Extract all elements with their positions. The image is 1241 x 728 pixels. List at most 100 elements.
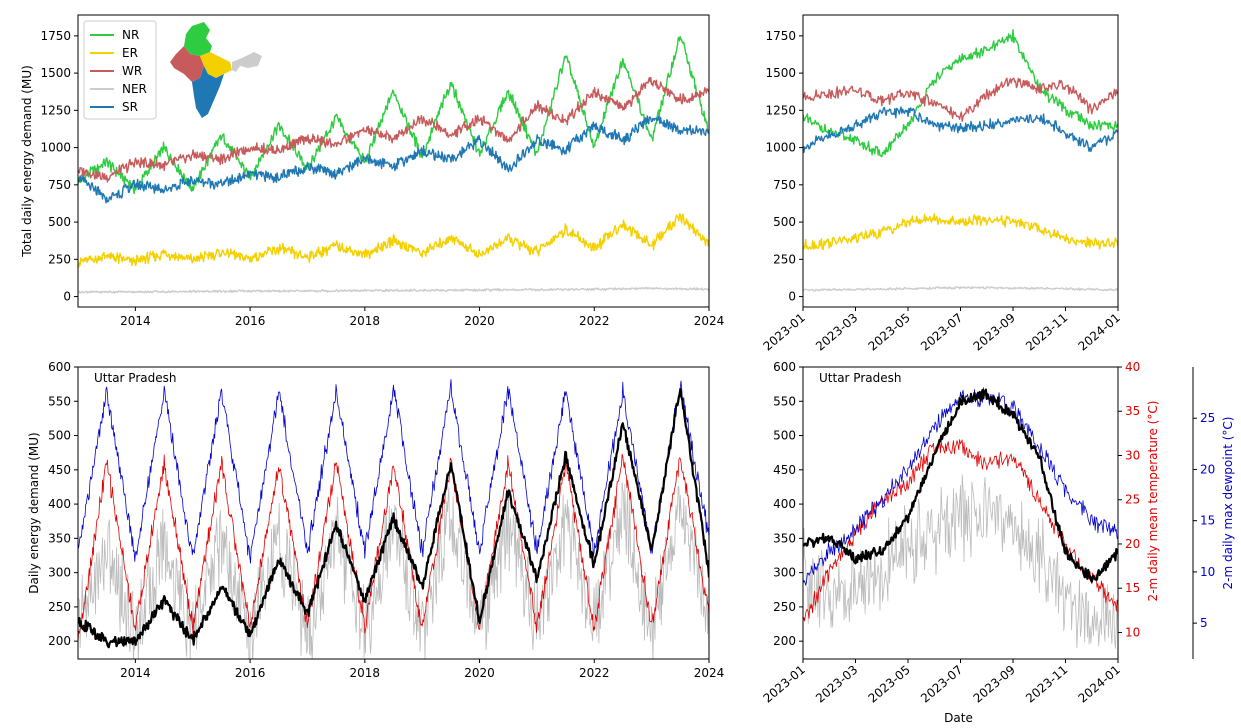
- y-tick-label: 0: [63, 290, 71, 304]
- series-line-series-2: [803, 387, 1118, 586]
- series-line-series-2: [78, 379, 709, 564]
- y3-tick-label: 5: [1200, 616, 1208, 630]
- map-region-wr: [170, 46, 204, 82]
- plot-area: [803, 29, 1118, 292]
- x-tick-label: 2023-07: [918, 663, 965, 706]
- series-line-series-3: [78, 388, 709, 649]
- y-tick-label: 1750: [765, 29, 796, 43]
- series-line-series-0: [78, 482, 709, 659]
- map-region-ner: [232, 52, 262, 72]
- region-annotation: Uttar Pradesh: [819, 371, 901, 385]
- x-tick-label: 2023-01: [761, 663, 808, 706]
- y-tick-label: 1000: [40, 141, 71, 155]
- x-tick-label: 2024-01: [1076, 663, 1123, 706]
- y-tick-label: 1500: [40, 66, 71, 80]
- y-tick-label: 0: [788, 290, 796, 304]
- legend-label-er: ER: [122, 46, 138, 60]
- plot-area: [803, 387, 1118, 649]
- series-line-sr: [78, 115, 709, 204]
- x-tick-label: 2020: [464, 666, 495, 680]
- x-tick-label: 2022: [579, 666, 610, 680]
- y-tick-label: 750: [773, 178, 796, 192]
- y-tick-label: 350: [773, 531, 796, 545]
- panel-bottom_left: 200 250 300 350 400 450 500 550 600 2014 2016 2018 2…: [27, 360, 724, 680]
- y-tick-label: 250: [773, 600, 796, 614]
- series-line-series-3: [803, 388, 1118, 583]
- y2-tick-label: 35: [1125, 404, 1140, 418]
- india-map-icon: [170, 22, 262, 118]
- series-line-ner: [78, 286, 709, 294]
- y-tick-label: 300: [48, 566, 71, 580]
- axes-frame: [77, 14, 710, 308]
- series-line-series-0: [803, 474, 1118, 649]
- series-line-wr: [78, 76, 709, 183]
- x-tick-label: 2023-03: [813, 311, 860, 354]
- region-annotation: Uttar Pradesh: [94, 371, 176, 385]
- x-tick-label: 2016: [235, 314, 266, 328]
- x-tick-label: 2024: [694, 666, 725, 680]
- x-tick-label: 2023-09: [971, 311, 1018, 354]
- y-tick-label: 1250: [765, 103, 796, 117]
- x-tick-label: 2023-03: [813, 663, 860, 706]
- plot-area: [78, 36, 709, 294]
- y-tick-label: 250: [773, 252, 796, 266]
- y-tick-label: 250: [48, 252, 71, 266]
- series-line-er: [78, 213, 709, 268]
- plot-area: [78, 379, 709, 659]
- y-axis-label: Total daily energy demand (MU): [20, 65, 34, 258]
- y2-tick-label: 20: [1125, 537, 1140, 551]
- legend-label-ner: NER: [122, 82, 147, 96]
- y-tick-label: 500: [773, 215, 796, 229]
- y2-axis-label: 2-m daily mean temperature (°C): [1146, 401, 1160, 602]
- y-tick-label: 400: [48, 497, 71, 511]
- legend-label-wr: WR: [122, 64, 142, 78]
- y-tick-label: 1000: [765, 141, 796, 155]
- y-tick-label: 600: [773, 360, 796, 374]
- y-tick-label: 400: [773, 497, 796, 511]
- y3-tick-label: 20: [1200, 462, 1215, 476]
- y-tick-label: 550: [48, 394, 71, 408]
- y2-tick-label: 10: [1125, 625, 1140, 639]
- series-line-sr: [803, 106, 1118, 154]
- x-tick-label: 2016: [235, 666, 266, 680]
- y-axis-label: Daily energy demand (MU): [27, 432, 41, 593]
- y-tick-label: 1750: [40, 29, 71, 43]
- y-tick-label: 250: [48, 600, 71, 614]
- x-tick-label: 2023-01: [761, 311, 808, 354]
- y2-tick-label: 40: [1125, 360, 1140, 374]
- legend-label-sr: SR: [122, 100, 138, 114]
- y3-axis-label: 2-m daily max dewpoint (°C): [1221, 417, 1235, 590]
- x-tick-label: 2014: [120, 314, 151, 328]
- series-line-wr: [803, 77, 1118, 122]
- y2-tick-label: 30: [1125, 448, 1140, 462]
- x-tick-label: 2024: [694, 314, 725, 328]
- map-region-er: [200, 52, 232, 78]
- legend-frame: [83, 20, 157, 120]
- y-tick-label: 1500: [765, 66, 796, 80]
- series-line-ner: [803, 286, 1118, 292]
- y2-tick-label: 25: [1125, 493, 1140, 507]
- y3-tick-label: 10: [1200, 565, 1215, 579]
- x-axis-label: Date: [944, 711, 973, 725]
- map-region-sr: [192, 66, 224, 118]
- y2-tick-label: 15: [1125, 581, 1140, 595]
- x-tick-label: 2018: [350, 666, 381, 680]
- y-tick-label: 200: [48, 634, 71, 648]
- series-line-nr: [78, 36, 709, 195]
- y3-tick-label: 25: [1200, 411, 1215, 425]
- y-tick-label: 500: [773, 429, 796, 443]
- legend-label-nr: NR: [122, 28, 139, 42]
- y-tick-label: 500: [48, 429, 71, 443]
- y-tick-label: 500: [48, 215, 71, 229]
- y-tick-label: 300: [773, 566, 796, 580]
- x-tick-label: 2018: [350, 314, 381, 328]
- map-region-nr: [184, 22, 212, 56]
- y-tick-label: 550: [773, 394, 796, 408]
- y-tick-label: 350: [48, 531, 71, 545]
- y-tick-label: 1250: [40, 103, 71, 117]
- legend: NR ER WR NER SR: [83, 20, 157, 120]
- y-tick-label: 600: [48, 360, 71, 374]
- y-tick-label: 450: [773, 463, 796, 477]
